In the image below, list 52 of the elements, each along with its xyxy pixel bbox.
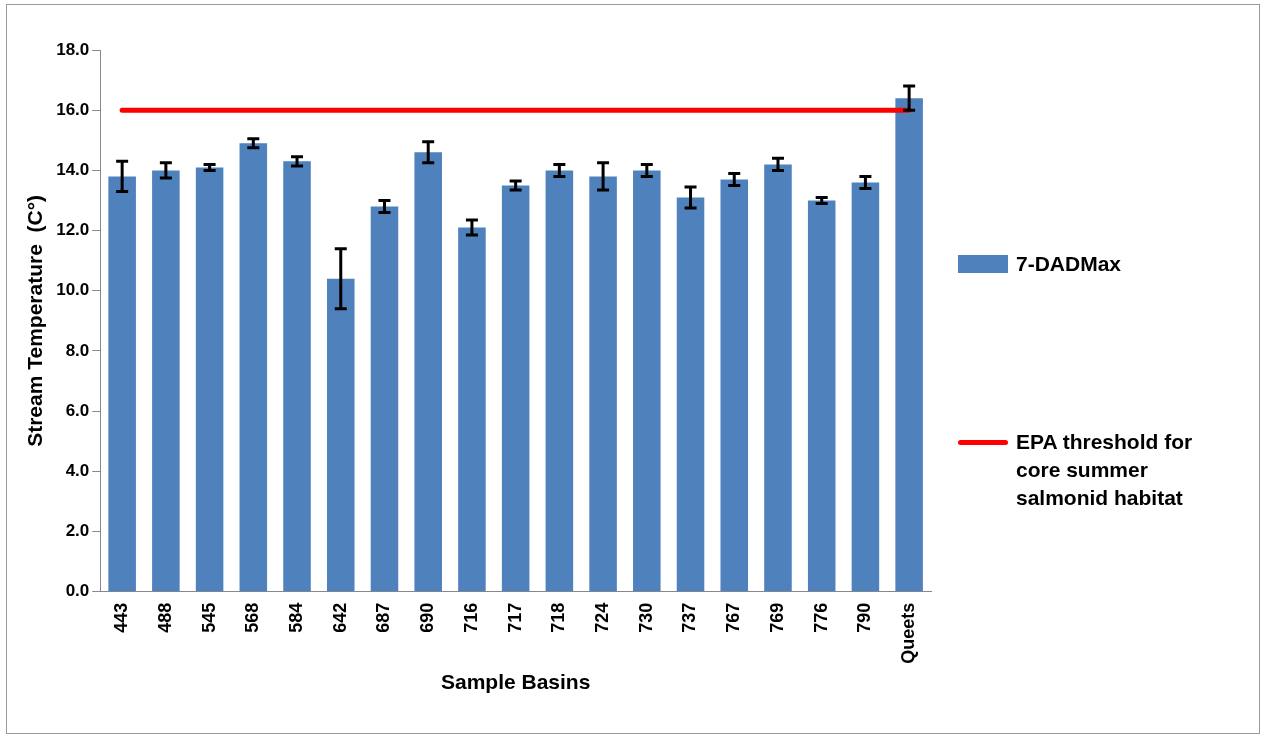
bar bbox=[370, 206, 399, 592]
x-tick-label: 584 bbox=[286, 602, 306, 633]
x-tick-label: 716 bbox=[460, 602, 481, 633]
x-tick-label: 488 bbox=[154, 602, 175, 633]
x-tick-label: 769 bbox=[766, 602, 787, 633]
bar bbox=[239, 143, 268, 592]
legend-label: EPA threshold for core summer salmonid habitat bbox=[1016, 429, 1194, 511]
bar bbox=[195, 167, 224, 592]
bar bbox=[764, 164, 792, 592]
y-tick-label: 14.0 bbox=[56, 160, 90, 180]
legend-label: 7-DADMax bbox=[1016, 251, 1123, 277]
y-tick-label: 18.0 bbox=[56, 39, 90, 59]
y-tick-label: 0.0 bbox=[65, 581, 90, 601]
x-tick-label: 718 bbox=[548, 602, 569, 633]
y-tick-label: 10.0 bbox=[56, 280, 90, 300]
y-tick-label: 2.0 bbox=[65, 521, 90, 541]
x-tick-label: 790 bbox=[854, 602, 875, 633]
x-axis-title: Sample Basins bbox=[440, 670, 591, 694]
y-tick-label: 16.0 bbox=[56, 99, 90, 119]
bar bbox=[895, 98, 923, 592]
bar bbox=[545, 170, 574, 592]
x-tick-label: Queets bbox=[898, 602, 919, 664]
bar bbox=[851, 182, 880, 592]
bar bbox=[152, 170, 180, 592]
x-tick-label: 776 bbox=[810, 602, 831, 633]
bar bbox=[720, 179, 749, 592]
bar bbox=[501, 185, 530, 592]
x-tick-label: 724 bbox=[592, 602, 613, 633]
bar bbox=[458, 227, 486, 592]
y-tick-label: 12.0 bbox=[56, 220, 90, 240]
x-tick-label: 730 bbox=[635, 602, 656, 633]
x-tick-label: 687 bbox=[373, 602, 394, 633]
bar bbox=[807, 200, 836, 592]
y-tick-label: 6.0 bbox=[65, 400, 90, 420]
bar bbox=[676, 197, 705, 592]
x-tick-label: 568 bbox=[242, 602, 263, 633]
x-tick-label: 767 bbox=[723, 602, 744, 633]
bar bbox=[633, 170, 661, 592]
bar bbox=[326, 278, 355, 592]
bar bbox=[414, 152, 442, 592]
y-tick-label: 4.0 bbox=[65, 461, 90, 481]
x-tick-label: 690 bbox=[417, 602, 438, 633]
x-tick-label: 443 bbox=[111, 602, 132, 633]
bar bbox=[108, 176, 136, 592]
y-axis-title: Stream Temperature (C°) bbox=[23, 194, 47, 447]
x-tick-label: 545 bbox=[198, 602, 219, 633]
bar bbox=[283, 161, 311, 592]
x-tick-label: 642 bbox=[329, 602, 350, 633]
x-tick-label: 717 bbox=[504, 602, 525, 633]
x-tick-label: 737 bbox=[679, 602, 700, 633]
y-tick-label: 8.0 bbox=[65, 340, 90, 360]
bar bbox=[589, 176, 617, 592]
